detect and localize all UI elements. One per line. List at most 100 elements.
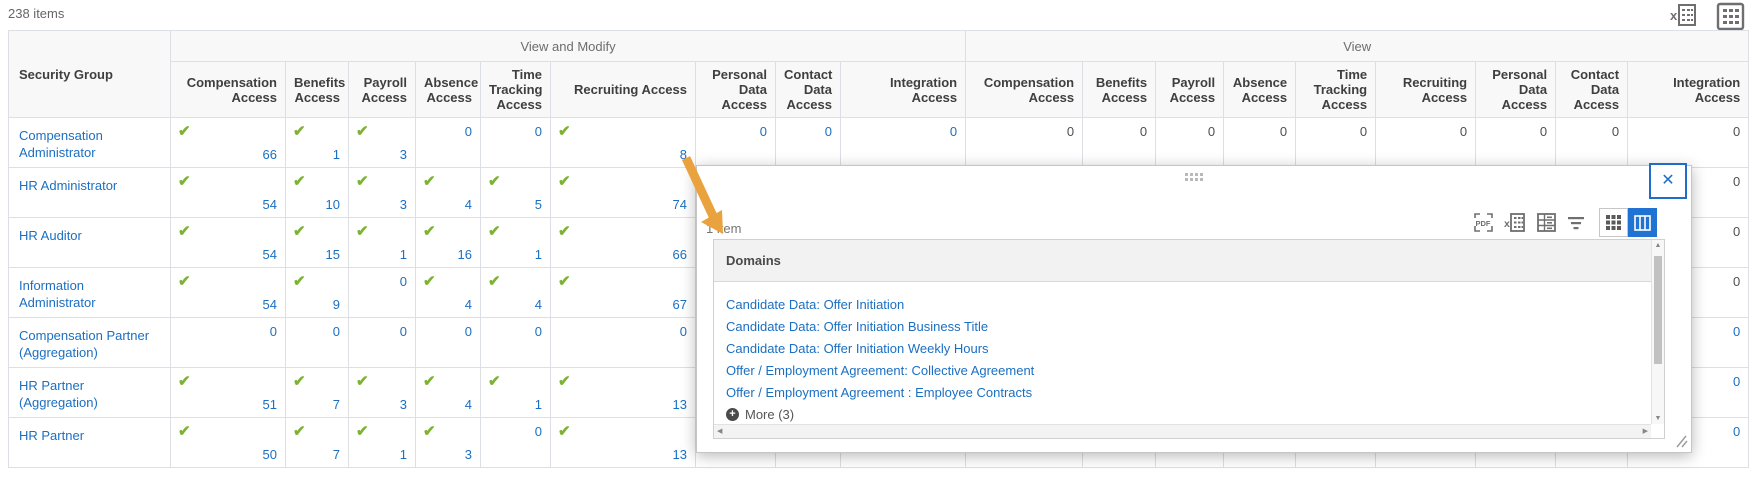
column-header[interactable]: Integration Access [839,61,967,118]
access-count-link[interactable]: 0 [1733,424,1741,439]
access-count-link[interactable]: 0 [464,124,472,139]
access-count-link[interactable]: 0 [534,324,542,339]
access-count-link[interactable]: 3 [399,147,407,162]
access-count-link[interactable]: 0 [1733,374,1741,389]
domain-link[interactable]: Offer / Employment Agreement: Collective… [726,363,1035,378]
popup-resize-handle-icon[interactable] [1673,435,1688,451]
access-count-link[interactable]: 1 [534,247,542,262]
domain-link[interactable]: Candidate Data: Offer Initiation Weekly … [726,341,989,356]
check-icon: ✔ [356,423,369,440]
domain-link[interactable]: Candidate Data: Offer Initiation [726,297,905,312]
access-count-link[interactable]: 74 [672,197,687,212]
vertical-scrollbar[interactable]: ▲ ▼ [1651,240,1664,424]
popup-drag-handle-icon[interactable] [1185,173,1203,181]
column-header[interactable]: Benefits Access [285,61,349,118]
access-count-link[interactable]: 5 [534,197,542,212]
security-group-link[interactable]: HR Partner (Aggregation) [19,378,98,410]
access-count-link[interactable]: 0 [679,324,687,339]
security-group-link[interactable]: HR Administrator [19,178,118,193]
column-header[interactable]: Integration Access [1627,61,1750,118]
column-header[interactable]: Time Tracking Access [1295,61,1377,118]
domain-link[interactable]: Candidate Data: Offer Initiation Busines… [726,319,989,334]
access-count-link[interactable]: 3 [399,397,407,412]
column-header[interactable]: Compensation Access [170,61,286,118]
security-group-link[interactable]: Compensation Partner (Aggregation) [19,328,150,360]
column-header[interactable]: Absence Access [415,61,481,118]
access-count-link[interactable]: 7 [332,397,340,412]
column-header[interactable]: Payroll Access [1155,61,1225,118]
security-group-link[interactable]: Compensation Administrator [19,128,103,160]
access-count-link[interactable]: 0 [534,424,542,439]
column-header[interactable]: Time Tracking Access [480,61,551,118]
vertical-scroll-thumb[interactable] [1654,256,1662,364]
pdf-icon[interactable]: PDF [1473,212,1495,233]
column-header[interactable]: Personal Data Access [1475,61,1557,118]
filter-icon[interactable] [1566,214,1586,232]
access-count-link[interactable]: 3 [464,447,472,462]
scroll-down-icon[interactable]: ▼ [1654,415,1662,422]
security-group-link[interactable]: HR Partner [19,428,85,443]
access-count-link[interactable]: 4 [464,397,472,412]
access-count-link[interactable]: 0 [399,324,407,339]
access-count-link[interactable]: 7 [332,447,340,462]
column-header[interactable]: Absence Access [1223,61,1297,118]
scroll-up-icon[interactable]: ▲ [1654,242,1662,249]
column-header[interactable]: Compensation Access [965,61,1084,118]
scroll-left-icon[interactable]: ◀ [717,428,723,435]
column-header[interactable]: Payroll Access [348,61,416,118]
popup-close-button[interactable]: ✕ [1649,163,1687,199]
access-count-link[interactable]: 4 [464,297,472,312]
access-count-link[interactable]: 1 [399,247,407,262]
access-count-link[interactable]: 0 [534,124,542,139]
access-count-link[interactable]: 66 [672,247,687,262]
export-to-excel-icon[interactable]: x [1670,2,1698,34]
access-count-link[interactable]: 10 [325,197,340,212]
column-header[interactable]: Contact Data Access [1555,61,1629,118]
column-header[interactable]: Benefits Access [1082,61,1157,118]
column-header[interactable]: Recruiting Access [550,61,696,118]
access-count-link[interactable]: 0 [269,324,277,339]
access-count-link[interactable]: 54 [262,247,277,262]
access-count-link[interactable]: 54 [262,197,277,212]
column-header[interactable]: Recruiting Access [1375,61,1477,118]
grid-view-icon[interactable] [1716,2,1745,34]
horizontal-scrollbar[interactable]: ◀ ▶ [714,424,1651,438]
access-count-link[interactable]: 67 [672,297,687,312]
table-icon[interactable] [1536,212,1557,233]
access-count-link[interactable]: 66 [262,147,277,162]
access-count-link[interactable]: 0 [759,124,767,139]
access-count-link[interactable]: 1 [332,147,340,162]
grid-compact-toggle[interactable] [1599,208,1628,237]
access-count-link[interactable]: 0 [824,124,832,139]
access-count-link[interactable]: 1 [399,447,407,462]
access-count-link[interactable]: 0 [949,124,958,139]
grid-expanded-toggle[interactable] [1628,208,1657,237]
access-count-link[interactable]: 4 [534,297,542,312]
access-count-link[interactable]: 4 [464,197,472,212]
access-count-link[interactable]: 13 [672,447,687,462]
access-count-link[interactable]: 15 [325,247,340,262]
access-count-link[interactable]: 0 [1733,324,1741,339]
more-button[interactable]: + More (3) [726,407,1651,422]
column-header[interactable]: Contact Data Access [775,61,841,118]
access-count-link[interactable]: 8 [679,147,687,162]
access-count-link[interactable]: 9 [332,297,340,312]
column-header[interactable]: Personal Data Access [695,61,776,118]
export-to-excel-icon[interactable]: x [1504,212,1527,233]
access-count-link[interactable]: 50 [262,447,277,462]
access-count-link[interactable]: 0 [332,324,340,339]
access-count-link[interactable]: 3 [399,197,407,212]
access-cell: ✔ 67 [550,267,696,318]
access-cell: ✔ 54 [170,217,286,268]
scroll-right-icon[interactable]: ▶ [1642,428,1648,435]
access-count-link[interactable]: 0 [399,274,407,289]
access-count-link[interactable]: 0 [464,324,472,339]
access-count-link[interactable]: 13 [672,397,687,412]
security-group-link[interactable]: HR Auditor [19,228,82,243]
access-count-link[interactable]: 16 [457,247,472,262]
access-count-link[interactable]: 51 [262,397,277,412]
security-group-link[interactable]: Information Administrator [19,278,96,310]
access-count-link[interactable]: 1 [534,397,542,412]
access-count-link[interactable]: 54 [262,297,277,312]
domain-link[interactable]: Offer / Employment Agreement : Employee … [726,385,1033,400]
